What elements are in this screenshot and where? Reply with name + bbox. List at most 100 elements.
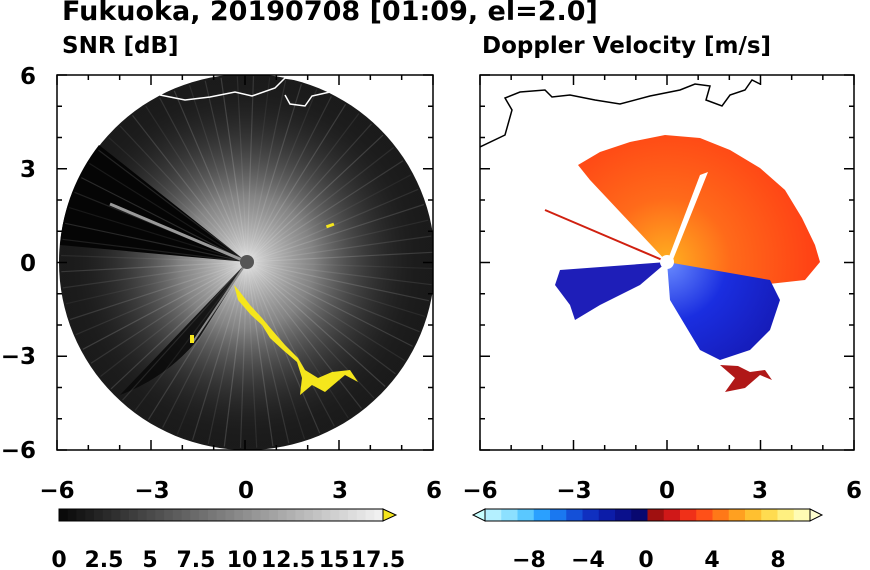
snr-ray	[246, 261, 396, 375]
velocity-colorbar-cell	[606, 509, 616, 521]
snr-panel-subtitle: SNR [dB]	[62, 33, 179, 59]
snr-colorbar-cell	[59, 509, 69, 521]
snr-ray	[82, 261, 248, 350]
snr-colorbar-cell	[321, 509, 331, 521]
snr-ray	[246, 89, 318, 263]
velocity-colorbar-cell	[623, 509, 632, 521]
velocity-colorbar-cell	[590, 509, 600, 521]
snr-ray	[246, 251, 433, 263]
snr-colorbar-cell	[146, 509, 156, 521]
snr-ray	[110, 261, 248, 390]
snr-colorbar-cell	[76, 509, 86, 521]
velocity-colorbar-cell	[525, 509, 535, 521]
velocity-x-tick-label: 6	[846, 478, 862, 504]
snr-y-tick-labels: 6 3 0 −3 −6	[1, 64, 36, 464]
velocity-x-tick-label: 0	[659, 478, 675, 504]
velocity-colorbar-frame	[484, 508, 811, 522]
velocity-colorbar-cell	[493, 509, 502, 521]
snr-colorbar-cell	[339, 509, 349, 521]
snr-ray	[108, 137, 248, 263]
velocity-colorbar-cell	[501, 509, 510, 521]
velocity-colorbar-cell	[704, 509, 713, 521]
velocity-colorbar-cell	[680, 509, 689, 521]
snr-x-tick-label: 6	[426, 478, 442, 504]
velocity-colorbar-cell	[631, 509, 640, 521]
snr-colorbar-frame	[58, 508, 384, 522]
velocity-plot-area	[480, 79, 820, 392]
snr-x-tick-label: 0	[238, 478, 254, 504]
snr-bright-beam	[109, 202, 248, 264]
snr-ray	[145, 105, 248, 263]
snr-colorbar-cell	[85, 509, 95, 521]
velocity-x-tick-label: 3	[752, 478, 768, 504]
velocity-colorbar-max-extension	[809, 508, 824, 522]
velocity-colorbar-cell	[696, 509, 705, 521]
snr-colorbar-label: 2.5	[85, 548, 124, 570]
snr-colorbar-cell	[207, 509, 218, 521]
snr-colorbar-cell	[269, 509, 279, 521]
snr-ray	[246, 261, 413, 347]
velocity-colorbar-label: 4	[704, 548, 719, 570]
snr-ray	[65, 261, 248, 305]
snr-ray	[236, 76, 248, 263]
snr-y-tick-label: −3	[1, 344, 36, 370]
snr-ray	[173, 90, 248, 263]
velocity-colorbar-min-extension	[471, 508, 486, 522]
snr-ray	[246, 261, 290, 444]
velocity-colorbar-cell	[533, 509, 543, 521]
snr-ray	[246, 134, 384, 263]
snr-colorbar-label: 7.5	[177, 548, 216, 570]
velocity-colorbar-cell	[615, 509, 624, 521]
snr-saturated-spot	[325, 222, 335, 229]
velocity-colorbar-label: −8	[512, 548, 546, 570]
velocity-colorbar-cell	[736, 509, 746, 521]
velocity-colorbar-cell	[566, 509, 575, 521]
snr-ray	[81, 177, 248, 263]
velocity-colorbar-cell	[558, 509, 567, 521]
snr-colorbar-cell	[356, 509, 366, 521]
snr-ray	[246, 147, 394, 263]
velocity-colorbar-cell	[720, 509, 730, 521]
snr-ray	[246, 113, 360, 263]
velocity-x-tick-labels: −6 −3 0 3 6	[462, 478, 862, 504]
snr-ray	[188, 84, 248, 263]
velocity-colorbar-cell	[777, 509, 787, 521]
snr-colorbar-cell	[164, 509, 174, 521]
snr-colorbar-cell	[120, 509, 130, 521]
snr-colorbar-cell	[242, 509, 253, 521]
chart-title: Fukuoka, 20190708 [01:09, el=2.0]	[62, 0, 598, 27]
snr-colorbar-extension	[382, 508, 398, 522]
snr-colorbar-cell	[260, 509, 270, 521]
snr-ray	[90, 261, 248, 364]
snr-ray	[147, 261, 248, 421]
snr-ray	[246, 123, 372, 263]
snr-y-tick-label: 0	[20, 251, 36, 277]
snr-colorbar-cell	[225, 509, 235, 521]
velocity-receding-echo	[578, 135, 820, 285]
snr-colorbar-cell	[67, 509, 77, 521]
snr-colorbar-cell	[172, 509, 182, 521]
velocity-radar-site	[660, 255, 674, 269]
snr-ray	[223, 261, 248, 447]
snr-ray	[246, 261, 362, 409]
snr-colorbar-cell	[277, 509, 288, 521]
velocity-colorbar-cell	[728, 509, 738, 521]
snr-colorbar-cell	[216, 509, 226, 521]
snr-colorbar-cell	[111, 509, 121, 521]
snr-ray	[246, 261, 258, 448]
velocity-coastline	[480, 79, 761, 148]
snr-colorbar-label: 17.5	[351, 548, 405, 570]
velocity-colorbar-cell	[485, 509, 494, 521]
snr-weak-sector	[120, 262, 247, 395]
snr-ray	[246, 261, 426, 317]
velocity-colorbar-cell	[801, 509, 811, 521]
velocity-colorbar-cell	[517, 509, 527, 521]
snr-colorbar	[58, 508, 398, 522]
snr-x-tick-label: −6	[39, 478, 74, 504]
velocity-colorbar-cell	[647, 509, 657, 521]
velocity-tick-marks	[479, 74, 855, 451]
velocity-colorbar-cell	[688, 509, 697, 521]
velocity-colorbar	[471, 508, 824, 522]
snr-colorbar-cell	[365, 509, 375, 521]
snr-ray	[176, 261, 248, 435]
